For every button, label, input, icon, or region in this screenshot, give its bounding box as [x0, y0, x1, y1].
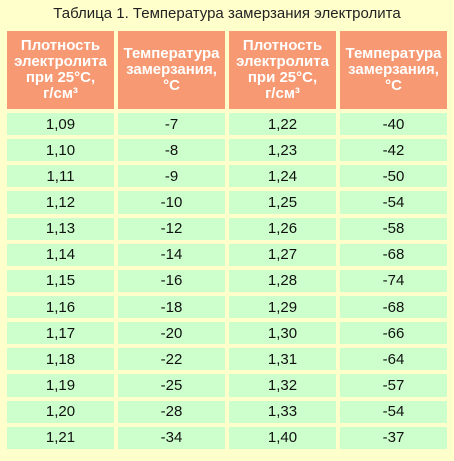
- density-cell: 1,32: [229, 374, 336, 397]
- density-cell: 1,24: [229, 165, 336, 188]
- density-cell: 1,15: [7, 269, 114, 292]
- density-cell: 1,33: [229, 400, 336, 423]
- density-cell: 1,12: [7, 191, 114, 214]
- temperature-cell: -14: [118, 243, 225, 266]
- temperature-cell: -68: [340, 295, 447, 319]
- table-row: 1,12 -10 1,25 -54: [7, 191, 447, 214]
- density-cell: 1,16: [7, 295, 114, 319]
- table-row: 1,14 -14 1,27 -68: [7, 243, 447, 266]
- temperature-cell: -64: [340, 348, 447, 371]
- density-cell: 1,27: [229, 243, 336, 266]
- table-row: 1,15 -16 1,28 -74: [7, 269, 447, 292]
- density-cell: 1,09: [7, 113, 114, 136]
- table-title: Таблица 1. Температура замерзания электр…: [53, 5, 401, 22]
- density-cell: 1,13: [7, 217, 114, 240]
- temperature-cell: -68: [340, 243, 447, 266]
- density-cell: 1,40: [229, 426, 336, 449]
- temperature-cell: -22: [118, 348, 225, 371]
- temperature-cell: -57: [340, 374, 447, 397]
- density-cell: 1,25: [229, 191, 336, 214]
- temperature-cell: -16: [118, 269, 225, 292]
- temperature-cell: -40: [340, 113, 447, 136]
- density-cell: 1,10: [7, 139, 114, 162]
- temperature-cell: -37: [340, 426, 447, 449]
- header-density-1: Плотность электролита при 25°C, г/см³: [7, 31, 114, 109]
- temperature-cell: -74: [340, 269, 447, 292]
- temperature-cell: -25: [118, 374, 225, 397]
- table-container: Плотность электролита при 25°C, г/см³ Те…: [3, 27, 451, 453]
- density-cell: 1,21: [7, 426, 114, 449]
- table-row: 1,09 -7 1,22 -40: [7, 113, 447, 136]
- temperature-cell: -28: [118, 400, 225, 423]
- density-cell: 1,28: [229, 269, 336, 292]
- table-row: 1,19 -25 1,32 -57: [7, 374, 447, 397]
- temperature-cell: -66: [340, 322, 447, 345]
- temperature-cell: -34: [118, 426, 225, 449]
- header-temperature-1: Температура замерзания, °C: [118, 31, 225, 109]
- density-cell: 1,17: [7, 322, 114, 345]
- density-cell: 1,20: [7, 400, 114, 423]
- density-cell: 1,31: [229, 348, 336, 371]
- density-cell: 1,19: [7, 374, 114, 397]
- temperature-cell: -54: [340, 400, 447, 423]
- density-cell: 1,29: [229, 295, 336, 319]
- density-cell: 1,11: [7, 165, 114, 188]
- table-row: 1,20 -28 1,33 -54: [7, 400, 447, 423]
- density-cell: 1,22: [229, 113, 336, 136]
- header-row: Плотность электролита при 25°C, г/см³ Те…: [7, 31, 447, 109]
- temperature-cell: -54: [340, 191, 447, 214]
- table-row: 1,16 -18 1,29 -68: [7, 295, 447, 319]
- table-row: 1,21 -34 1,40 -37: [7, 426, 447, 449]
- density-cell: 1,26: [229, 217, 336, 240]
- temperature-cell: -12: [118, 217, 225, 240]
- density-cell: 1,23: [229, 139, 336, 162]
- table-row: 1,13 -12 1,26 -58: [7, 217, 447, 240]
- table-row: 1,17 -20 1,30 -66: [7, 322, 447, 345]
- table-row: 1,10 -8 1,23 -42: [7, 139, 447, 162]
- temperature-cell: -42: [340, 139, 447, 162]
- temperature-cell: -9: [118, 165, 225, 188]
- temperature-cell: -10: [118, 191, 225, 214]
- temperature-cell: -7: [118, 113, 225, 136]
- header-density-2: Плотность электролита при 25°C, г/см³: [229, 31, 336, 109]
- density-cell: 1,14: [7, 243, 114, 266]
- temperature-cell: -50: [340, 165, 447, 188]
- table-row: 1,11 -9 1,24 -50: [7, 165, 447, 188]
- header-temperature-2: Температура замерзания, °C: [340, 31, 447, 109]
- temperature-cell: -18: [118, 295, 225, 319]
- temperature-cell: -58: [340, 217, 447, 240]
- temperature-cell: -20: [118, 322, 225, 345]
- density-cell: 1,18: [7, 348, 114, 371]
- temperature-cell: -8: [118, 139, 225, 162]
- freezing-temperature-table: Плотность электролита при 25°C, г/см³ Те…: [3, 27, 451, 453]
- table-row: 1,18 -22 1,31 -64: [7, 348, 447, 371]
- density-cell: 1,30: [229, 322, 336, 345]
